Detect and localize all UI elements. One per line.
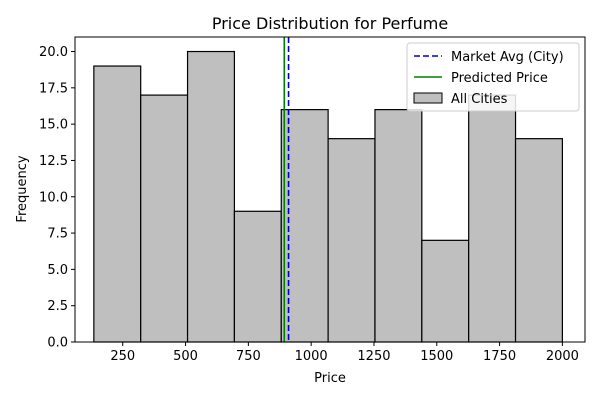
x-tick-label: 250 [110,349,135,364]
x-tick-label: 1500 [420,349,453,364]
y-tick-label: 5.0 [47,263,68,278]
histogram-bar [233,210,282,343]
histogram-bar [514,138,563,343]
x-tick-label: 500 [173,349,198,364]
plot-frame [74,36,586,343]
legend-label-all-cities: All Cities [451,92,508,107]
y-tick-label: 2.5 [47,299,68,314]
y-tick-label: 15.0 [39,118,68,133]
y-tick-label: 17.5 [39,81,68,96]
legend: Market Avg (City) Predicted Price All Citi… [406,42,580,112]
reference-lines-group [283,37,290,342]
histogram-bar [327,138,376,343]
y-ticks-group: 0.0 2.5 5.0 7.5 10.0 12.5 15.0 17.5 20.0 [39,45,75,351]
legend-label-predicted-price: Predicted Price [451,71,548,86]
histogram-bar [374,109,423,343]
y-tick-label: 12.5 [39,154,68,169]
y-axis-title: Frequency [15,155,30,222]
histogram-bar [421,239,470,343]
axes-group [74,36,586,343]
y-tick-label: 10.0 [39,190,68,205]
x-tick-label: 1000 [295,349,328,364]
x-tick-label: 1750 [483,349,516,364]
histogram-bar [186,50,236,343]
y-tick-label: 7.5 [47,227,68,242]
legend-box [406,42,580,112]
y-tick-label: 0.0 [47,336,68,351]
histogram-bar [93,65,142,343]
x-tick-label: 1250 [357,349,390,364]
x-tick-label: 2000 [546,349,579,364]
chart-title: Price Distribution for Perfume [212,14,448,33]
x-tick-label: 750 [236,349,261,364]
histogram-bar [140,94,189,343]
legend-swatch-all-cities [413,92,443,104]
histogram-bar [468,94,517,343]
x-ticks-group: 250 500 750 1000 1250 1500 1750 2000 [110,342,579,364]
y-tick-label: 20.0 [39,45,68,60]
x-axis-title: Price [314,371,346,386]
legend-label-market-avg: Market Avg (City) [451,50,564,65]
